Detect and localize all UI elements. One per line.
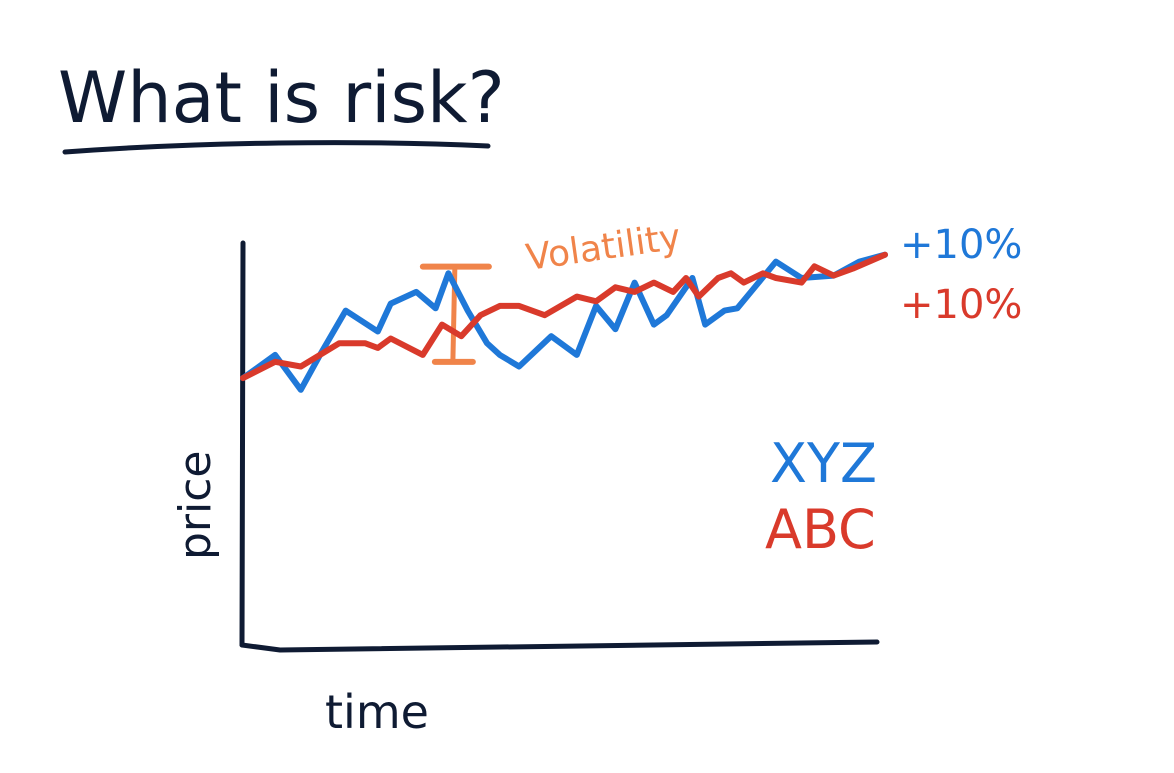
- series-line-xyz: [240, 251, 888, 393]
- legend-abc: ABC: [765, 498, 876, 561]
- series-line-abc: [240, 251, 888, 382]
- x-axis-label: time: [325, 685, 429, 739]
- series-lines: [240, 251, 888, 393]
- xyz-end-label: +10%: [900, 222, 1022, 268]
- title-underline: [62, 140, 491, 155]
- volatility-label: Volatility: [524, 217, 684, 279]
- legend-xyz: XYZ: [770, 432, 877, 495]
- y-axis-line: [239, 240, 246, 648]
- chart-title: What is risk?: [58, 57, 505, 139]
- y-axis-label: price: [170, 450, 221, 560]
- abc-end-label: +10%: [900, 282, 1022, 328]
- x-axis-line: [239, 639, 880, 653]
